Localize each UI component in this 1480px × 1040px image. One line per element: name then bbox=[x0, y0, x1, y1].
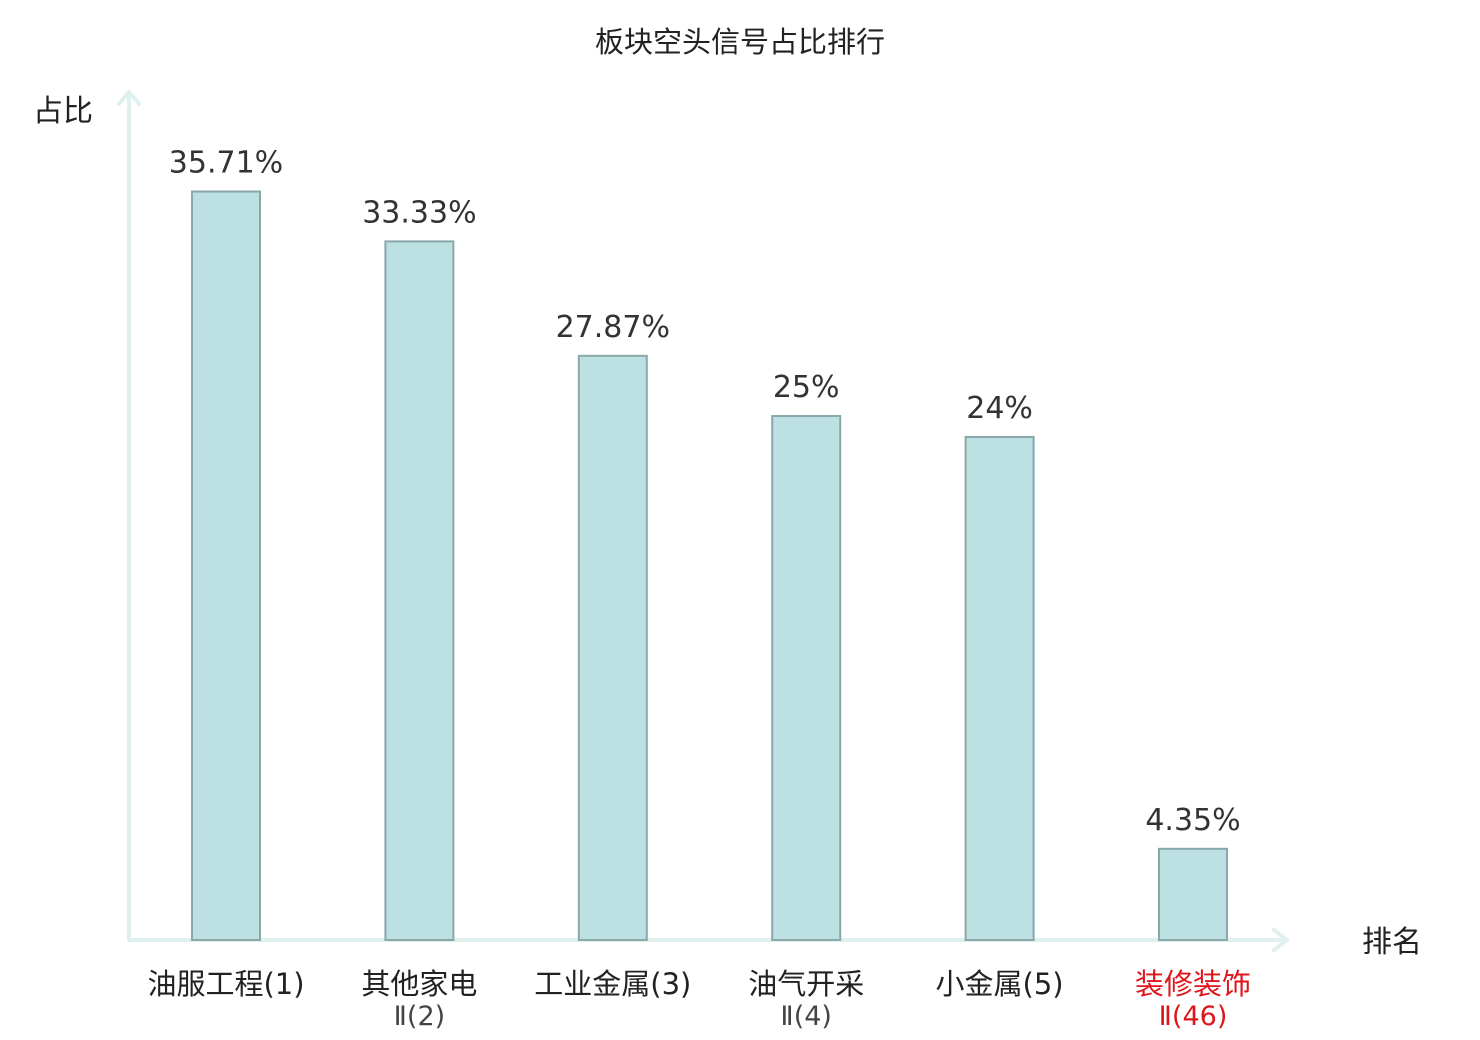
value-label-4: 24% bbox=[966, 391, 1033, 426]
value-label-1: 33.33% bbox=[362, 195, 476, 230]
bar-5 bbox=[1158, 847, 1228, 941]
value-labels-group: 35.71% 33.33% 27.87% 25% 24% 4.35% bbox=[169, 146, 1241, 838]
category-label-2: 工业金属(3) bbox=[534, 967, 691, 1001]
x-axis-label: 排名 bbox=[1362, 925, 1422, 960]
x-axis-arrow bbox=[1272, 928, 1289, 952]
category-sublabel-1: Ⅱ(2) bbox=[394, 1001, 446, 1032]
category-label-3: 油气开采 bbox=[748, 967, 864, 1001]
category-label-5: 装修装饰 bbox=[1135, 967, 1251, 1001]
category-sublabel-3: Ⅱ(4) bbox=[780, 1001, 832, 1032]
value-label-3: 25% bbox=[773, 370, 840, 405]
bar-1 bbox=[384, 240, 455, 941]
chart-title: 板块空头信号占比排行 bbox=[595, 25, 885, 59]
y-axis-label: 占比 bbox=[33, 94, 93, 129]
bar-3 bbox=[771, 415, 842, 941]
bar-2 bbox=[577, 354, 648, 941]
category-label-0: 油服工程(1) bbox=[147, 967, 304, 1001]
bars-group bbox=[191, 190, 1228, 942]
category-label-4: 小金属(5) bbox=[936, 967, 1064, 1001]
category-sublabel-5: Ⅱ(46) bbox=[1159, 1001, 1228, 1032]
value-label-5: 4.35% bbox=[1145, 803, 1240, 838]
value-label-0: 35.71% bbox=[169, 146, 283, 181]
value-label-2: 27.87% bbox=[556, 310, 670, 345]
category-label-1: 其他家电 bbox=[361, 967, 477, 1001]
bar-4 bbox=[964, 435, 1035, 941]
bar-0 bbox=[191, 190, 261, 942]
